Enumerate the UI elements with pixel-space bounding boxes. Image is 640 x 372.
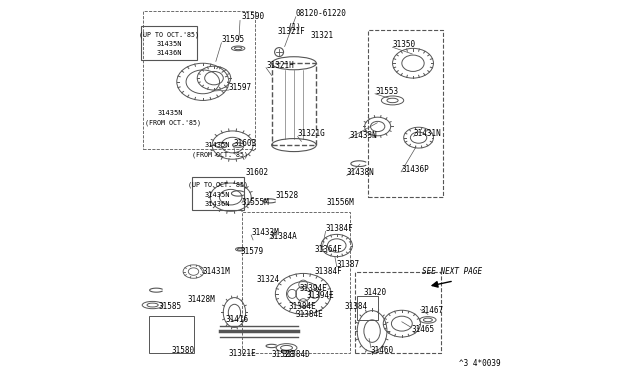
Text: 31465: 31465 xyxy=(411,325,435,334)
Bar xyxy=(357,296,378,320)
Text: 31438N: 31438N xyxy=(347,169,374,177)
Text: 31433N: 31433N xyxy=(349,131,377,140)
Text: 31321H: 31321H xyxy=(266,61,294,70)
Text: 31585: 31585 xyxy=(158,302,181,311)
Text: 31324: 31324 xyxy=(257,275,280,283)
Text: 31436N: 31436N xyxy=(205,201,230,207)
Text: 31394E: 31394E xyxy=(307,291,335,300)
Text: (FROM OCT.'85): (FROM OCT.'85) xyxy=(145,119,201,126)
Text: 31528: 31528 xyxy=(275,191,298,200)
Text: 31420: 31420 xyxy=(364,288,387,296)
Text: 31436P: 31436P xyxy=(401,165,429,174)
Text: 31580: 31580 xyxy=(172,346,195,355)
Text: ^3 4*0039: ^3 4*0039 xyxy=(459,359,500,368)
Text: 31435N: 31435N xyxy=(157,110,182,116)
Text: 31321E: 31321E xyxy=(229,349,257,358)
Bar xyxy=(143,11,255,149)
Text: 31467: 31467 xyxy=(420,306,444,315)
Bar xyxy=(149,316,193,353)
Text: 31595: 31595 xyxy=(221,35,244,44)
Text: (UP TO OCT.'85): (UP TO OCT.'85) xyxy=(188,182,248,188)
Text: 31384D: 31384D xyxy=(283,350,310,359)
Text: 31387: 31387 xyxy=(337,260,360,269)
Text: 31435N: 31435N xyxy=(157,41,182,48)
Text: 31436N: 31436N xyxy=(157,51,182,57)
Text: 31603: 31603 xyxy=(234,139,257,148)
Text: 31428M: 31428M xyxy=(188,295,216,304)
Text: 31384A: 31384A xyxy=(270,232,298,241)
Text: SEE NEXT PAGE: SEE NEXT PAGE xyxy=(422,267,482,276)
Text: 31555M: 31555M xyxy=(242,198,269,207)
Text: 31416: 31416 xyxy=(225,315,248,324)
Bar xyxy=(369,30,443,197)
Text: 31321: 31321 xyxy=(310,31,334,40)
Bar xyxy=(141,26,197,60)
Text: 31590: 31590 xyxy=(242,12,265,21)
Text: 31384F: 31384F xyxy=(326,224,353,233)
Text: 31556M: 31556M xyxy=(326,198,355,207)
Text: 31384F: 31384F xyxy=(314,267,342,276)
Text: 31528: 31528 xyxy=(271,350,295,359)
Text: 08120-61220: 08120-61220 xyxy=(296,9,347,17)
Text: 31553: 31553 xyxy=(375,87,398,96)
Text: 31364F: 31364F xyxy=(314,245,342,254)
Text: (1): (1) xyxy=(287,23,301,32)
Text: 31384: 31384 xyxy=(344,302,367,311)
Text: 31431N: 31431N xyxy=(413,129,442,138)
Text: 31460: 31460 xyxy=(371,346,394,355)
Text: 31350: 31350 xyxy=(392,40,415,49)
Text: 31394E: 31394E xyxy=(300,284,327,293)
Text: 31431M: 31431M xyxy=(203,267,230,276)
Text: 31435N: 31435N xyxy=(205,142,230,148)
Text: 31384E: 31384E xyxy=(296,310,324,319)
Text: 31579: 31579 xyxy=(240,247,263,256)
Text: 31384E: 31384E xyxy=(289,302,316,311)
Text: (UP TO OCT.'85): (UP TO OCT.'85) xyxy=(140,31,199,38)
Bar xyxy=(271,63,316,145)
Text: (FROM OCT.'85): (FROM OCT.'85) xyxy=(191,151,248,158)
Text: 31321G: 31321G xyxy=(298,129,325,138)
Text: 31602: 31602 xyxy=(246,169,269,177)
Text: 31433M: 31433M xyxy=(251,228,279,237)
Bar xyxy=(242,212,349,353)
Text: 31321F: 31321F xyxy=(277,27,305,36)
Text: 31435N: 31435N xyxy=(205,192,230,198)
Bar xyxy=(191,177,244,210)
Text: 31597: 31597 xyxy=(229,83,252,92)
Bar xyxy=(355,272,441,353)
